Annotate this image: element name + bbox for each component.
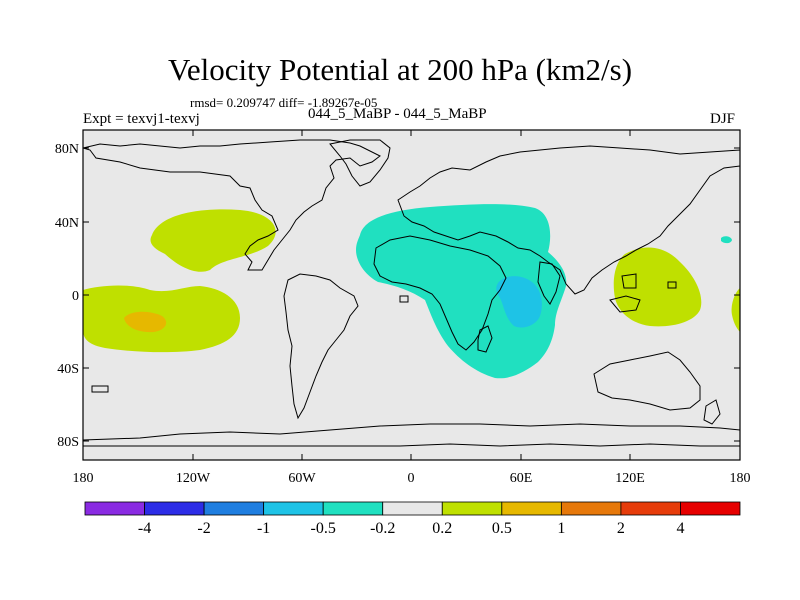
plot-title: Velocity Potential at 200 hPa (km2/s) bbox=[167, 52, 633, 87]
anomaly-region-north-pacific bbox=[150, 209, 276, 272]
colorbar-label: 0.5 bbox=[492, 520, 512, 537]
longitude-labels: 180 120W 60W 0 60E 120E 180 bbox=[73, 471, 751, 486]
anomaly-spot-pacific bbox=[721, 236, 732, 244]
colorbar-swatch bbox=[560, 501, 622, 516]
anomaly-region-western-pacific bbox=[613, 247, 702, 327]
coastlines bbox=[83, 139, 740, 447]
lat-label: 80N bbox=[55, 142, 79, 157]
season-label: DJF bbox=[710, 111, 736, 127]
anomaly-core-east-africa bbox=[496, 276, 542, 328]
latitude-labels: 80N 40N 0 40S 80S bbox=[55, 142, 79, 450]
stats-line: rmsd= 0.209747 diff= -1.89267e-05 bbox=[190, 95, 378, 110]
experiment-names: 044_5_MaBP - 044_5_MaBP bbox=[308, 106, 487, 122]
colorbar-swatch bbox=[144, 501, 205, 516]
colorbar-label: -4 bbox=[138, 520, 151, 537]
colorbar-swatch bbox=[501, 501, 562, 516]
colorbar-label: 2 bbox=[617, 520, 625, 537]
experiment-label: Expt = texvj1-texvj bbox=[83, 111, 200, 127]
colorbar-label: -0.5 bbox=[311, 520, 336, 537]
lon-label: 60E bbox=[510, 471, 533, 486]
colorbar-label: 4 bbox=[676, 520, 684, 537]
anomaly-core-south-pacific bbox=[124, 311, 167, 333]
colorbar-label: -2 bbox=[197, 520, 210, 537]
lat-label: 40N bbox=[55, 216, 79, 231]
colorbar-swatch bbox=[263, 501, 324, 516]
anomaly-region-east-edge bbox=[731, 288, 740, 332]
lat-label: 80S bbox=[57, 435, 79, 450]
colorbar-label: 0.2 bbox=[432, 520, 452, 537]
colorbar-swatch bbox=[382, 501, 443, 516]
lat-label: 0 bbox=[72, 289, 79, 304]
lon-label: 180 bbox=[730, 471, 751, 486]
lon-label: 120E bbox=[615, 471, 645, 486]
axis-ticks bbox=[82, 130, 741, 460]
lon-label: 60W bbox=[288, 471, 316, 486]
colorbar-swatch bbox=[203, 501, 265, 516]
colorbar-label: 1 bbox=[557, 520, 565, 537]
colorbar-swatch bbox=[322, 501, 384, 516]
colorbar bbox=[84, 501, 741, 516]
lat-label: 40S bbox=[57, 362, 79, 377]
colorbar-swatch bbox=[620, 501, 681, 516]
colorbar-labels: -4 -2 -1 -0.5 -0.2 0.2 0.5 1 2 4 bbox=[138, 520, 685, 537]
anomaly-region-africa-asia bbox=[356, 204, 567, 379]
colorbar-label: -1 bbox=[257, 520, 270, 537]
colorbar-swatch bbox=[680, 501, 741, 516]
lon-label: 180 bbox=[73, 471, 94, 486]
colorbar-swatch bbox=[84, 501, 145, 516]
colorbar-swatch bbox=[441, 501, 503, 516]
lon-label: 0 bbox=[408, 471, 415, 486]
colorbar-label: -0.2 bbox=[370, 520, 395, 537]
lon-label: 120W bbox=[176, 471, 211, 486]
